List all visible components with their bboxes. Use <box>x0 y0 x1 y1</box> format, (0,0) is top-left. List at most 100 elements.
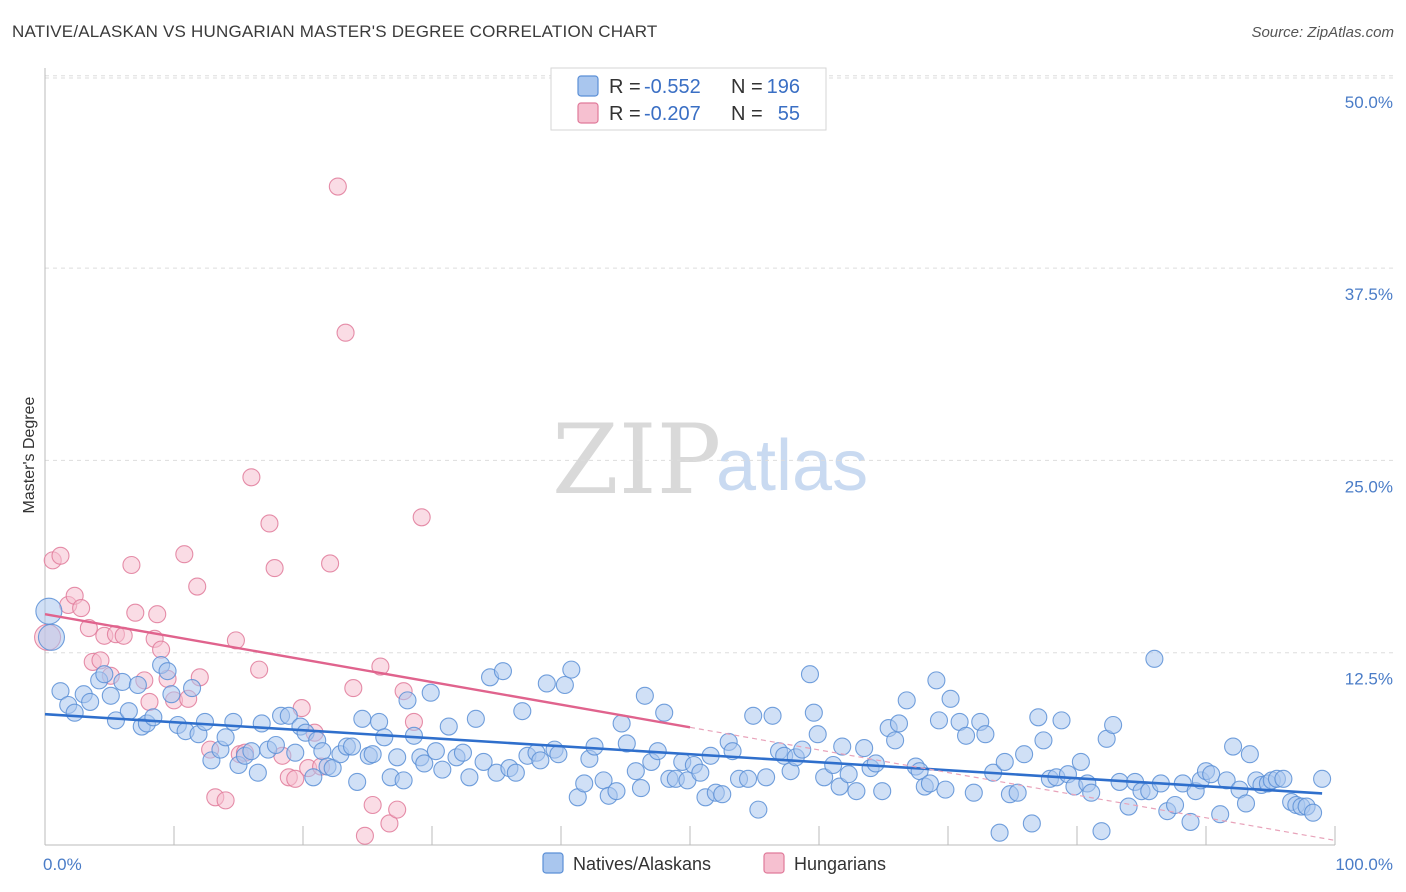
natives-point <box>363 745 382 764</box>
natives-point <box>162 685 181 704</box>
natives-point <box>617 734 636 753</box>
natives-point <box>342 737 362 756</box>
natives-point <box>1082 783 1101 802</box>
natives-point <box>1022 814 1041 833</box>
grid-lines <box>45 75 1393 654</box>
natives-point <box>252 714 271 733</box>
natives-point <box>897 691 916 710</box>
natives-point <box>113 672 132 691</box>
natives-point <box>847 782 866 801</box>
natives-point <box>466 709 485 728</box>
hungarians-point <box>388 800 407 819</box>
natives-point <box>242 742 261 761</box>
natives-point <box>1015 745 1034 764</box>
hungarians-trend-extension <box>689 726 1336 841</box>
natives-point <box>421 683 440 702</box>
natives-point <box>1181 812 1200 831</box>
trend-lines <box>44 613 1336 841</box>
hungarians-point <box>321 554 340 573</box>
natives-point <box>65 703 84 722</box>
natives-point <box>158 662 177 681</box>
natives-point <box>1008 783 1027 802</box>
natives-point <box>313 742 332 761</box>
natives-point <box>808 725 827 744</box>
natives-point <box>1217 771 1236 790</box>
natives-point <box>655 703 674 722</box>
natives-point <box>1304 803 1323 822</box>
y-tick-label: 50.0% <box>1345 93 1393 112</box>
natives-point <box>513 702 532 721</box>
legend-r-value-2: -0.207 <box>644 103 701 125</box>
natives-point <box>635 686 654 705</box>
natives-point <box>195 712 215 731</box>
natives-point <box>738 769 758 788</box>
natives-point <box>957 726 976 745</box>
natives-point <box>1104 715 1123 735</box>
natives-point <box>370 712 389 731</box>
hungarians-point <box>371 657 390 676</box>
natives-point <box>37 623 66 651</box>
natives-point <box>941 689 960 708</box>
hungarians-point <box>216 791 235 810</box>
hungarians-point <box>344 679 363 698</box>
hungarians-point <box>126 603 145 622</box>
hungarians-point <box>148 605 167 624</box>
natives-point <box>631 779 651 798</box>
chart-title: NATIVE/ALASKAN VS HUNGARIAN MASTER'S DEG… <box>12 22 658 41</box>
y-tick-label: 37.5% <box>1345 285 1393 304</box>
source-credit: Source: ZipAtlas.com <box>1251 24 1394 41</box>
natives-point <box>304 768 323 787</box>
natives-point <box>964 783 983 802</box>
natives-point <box>800 665 820 684</box>
hungarians-point <box>260 514 279 533</box>
natives-point <box>713 785 732 804</box>
legend-swatch-natives <box>577 75 599 97</box>
hungarians-point <box>363 795 382 815</box>
natives-point <box>95 665 114 684</box>
natives-point <box>433 760 452 779</box>
hungarians-point <box>336 323 355 342</box>
natives-point <box>757 768 776 787</box>
hungarians-point <box>412 508 431 527</box>
natives-point <box>224 712 243 731</box>
natives-point <box>889 714 909 733</box>
bottom-swatch-hungarians <box>763 852 785 874</box>
natives-point <box>873 782 892 801</box>
natives-point <box>537 674 556 693</box>
legend-n-value-2: 55 <box>778 103 800 125</box>
natives-point <box>453 743 473 762</box>
natives-point <box>1165 795 1185 815</box>
hungarians-point <box>152 640 171 659</box>
legend-swatch-hungarians <box>577 102 599 124</box>
bottom-swatch-natives <box>542 852 564 874</box>
natives-point <box>353 709 372 728</box>
natives-point <box>348 772 367 791</box>
natives-point <box>279 706 298 725</box>
series-hungarians <box>34 177 431 845</box>
y-tick-label: 12.5% <box>1345 670 1393 689</box>
natives-point <box>1224 737 1243 756</box>
watermark-atlas: atlas <box>716 426 868 506</box>
natives-point <box>101 686 120 705</box>
natives-point <box>398 691 417 710</box>
natives-point <box>990 823 1009 842</box>
hungarians-point <box>286 769 305 788</box>
natives-point <box>128 675 147 695</box>
stats-legend: R = -0.552 N = 196 R = -0.207 N = 55 <box>550 67 827 131</box>
natives-point <box>744 706 763 725</box>
natives-point <box>1092 822 1111 841</box>
hungarians-point <box>140 692 159 711</box>
natives-point <box>804 703 823 722</box>
natives-point <box>830 777 849 796</box>
natives-point <box>995 752 1014 771</box>
natives-point <box>976 725 995 744</box>
natives-point <box>388 748 407 767</box>
natives-point <box>927 671 946 690</box>
hungarians-trend-line <box>44 613 691 729</box>
natives-point <box>1313 769 1332 788</box>
natives-point <box>1202 765 1221 784</box>
y-tick-labels: 12.5% 25.0% 37.5% 50.0% <box>1345 93 1393 689</box>
legend-r-value-1: -0.552 <box>644 76 701 98</box>
natives-point <box>1236 794 1256 813</box>
